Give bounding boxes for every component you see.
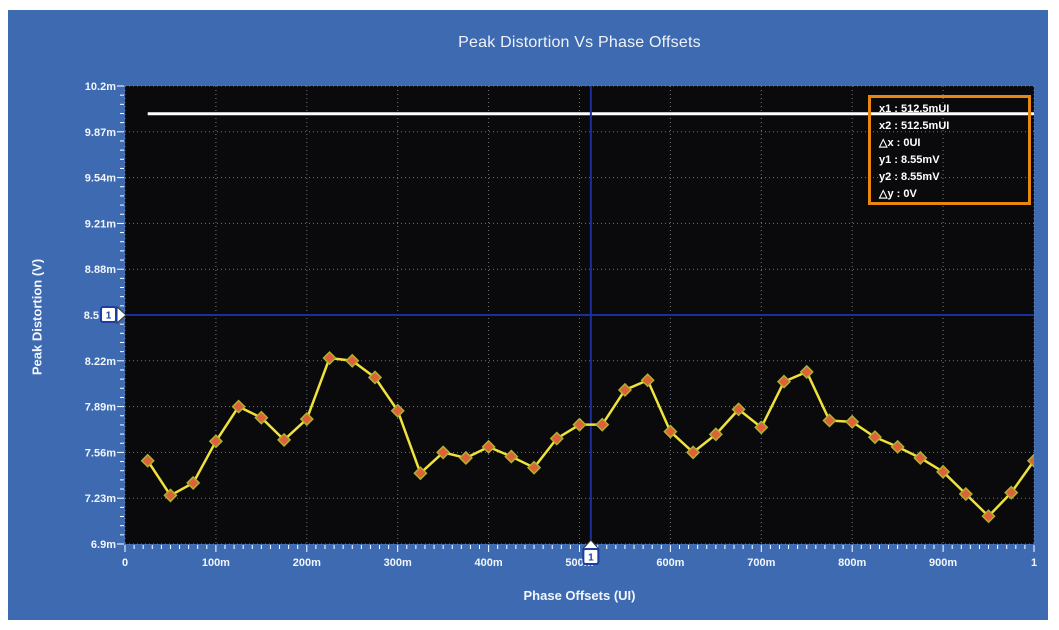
data-point-marker <box>663 424 678 439</box>
x-tick-label: 700m <box>747 557 775 569</box>
x-tick-label: 400m <box>475 557 503 569</box>
data-point-marker <box>822 413 837 428</box>
x-tick-label: 0 <box>122 557 128 569</box>
readout-y1: y1 : 8.55mV <box>879 154 940 166</box>
y-tick-label: 8.88m <box>85 264 116 276</box>
series-layer <box>140 350 1034 524</box>
data-point-marker <box>867 430 882 445</box>
data-point-marker <box>981 509 996 524</box>
y-tick-label: 6.9m <box>91 539 116 551</box>
data-point-marker <box>776 374 792 389</box>
series-line <box>146 356 1034 518</box>
y-tick-label: 7.89m <box>85 402 116 414</box>
data-point-marker <box>208 434 223 449</box>
data-point-marker <box>413 466 428 481</box>
data-point-marker <box>617 382 633 398</box>
data-point-marker <box>845 414 860 429</box>
cursor-markers-layer[interactable]: 11 <box>100 305 600 565</box>
x-tick-label: 800m <box>838 557 866 569</box>
data-point-marker <box>572 417 587 432</box>
y-tick-label: 7.56m <box>85 447 116 459</box>
data-point-marker <box>390 403 405 418</box>
y-tick-label: 9.87m <box>85 127 116 139</box>
axis-tick-labels: 0 100m 200m 300m 400m 500m 600m 700m 800m 900m 110… <box>84 81 1037 569</box>
y-cursor-marker-label: 1 <box>106 311 112 322</box>
data-point-marker <box>913 450 928 466</box>
data-point-marker <box>367 370 383 385</box>
x-cursor-marker-box[interactable] <box>582 548 600 565</box>
y-tick-label: 7.23m <box>85 493 116 505</box>
data-point-marker <box>1004 485 1019 500</box>
chart-title: Peak Distortion Vs Phase Offsets <box>458 34 701 51</box>
x-tick-label: 900m <box>929 557 957 569</box>
cursor-lines-layer[interactable] <box>125 86 1034 544</box>
data-point-marker <box>504 449 519 464</box>
x-tick-label: 100m <box>202 557 230 569</box>
y-tick-label: 9.54m <box>85 173 116 185</box>
x-tick-label: 1 <box>1031 557 1037 569</box>
readout-delta-y: △y : 0V <box>879 188 917 200</box>
data-point-marker <box>458 450 473 466</box>
data-point-marker <box>436 445 451 460</box>
x-axis-title: Phase Offsets (UI) <box>523 588 636 603</box>
x-tick-label: 600m <box>656 557 684 569</box>
data-point-marker <box>595 417 610 432</box>
data-point-marker <box>958 486 973 502</box>
y-cursor-arrow[interactable] <box>116 305 127 325</box>
readout-x1: x1 : 512.5mUI <box>879 103 950 115</box>
data-point-marker <box>322 350 337 366</box>
readout-delta-x: △x : 0UI <box>879 137 921 149</box>
data-point-marker <box>640 373 655 388</box>
x-cursor-marker-label: 1 <box>588 553 594 564</box>
data-point-marker <box>754 420 769 435</box>
data-point-marker <box>345 353 360 368</box>
data-point-marker <box>481 439 496 454</box>
data-point-marker <box>526 460 542 475</box>
data-point-marker <box>277 432 292 447</box>
data-point-marker <box>549 431 564 446</box>
data-point-marker <box>708 427 723 442</box>
data-point-marker <box>186 475 201 490</box>
data-point-marker <box>299 412 314 427</box>
data-point-marker <box>799 364 814 379</box>
data-point-marker <box>254 410 269 425</box>
y-tick-label: 10.2m <box>85 81 116 93</box>
data-point-marker <box>1026 453 1034 468</box>
x-tick-label: 300m <box>384 557 412 569</box>
cursor-readout-box[interactable]: x1 : 512.5mUI x2 : 512.5mUI △x : 0UI y1 … <box>868 95 1031 205</box>
data-point-marker <box>163 488 178 503</box>
data-point-marker <box>686 445 701 460</box>
y-tick-label: 8.22m <box>85 356 116 368</box>
data-point-marker <box>936 464 951 479</box>
x-tick-label: 200m <box>293 557 321 569</box>
data-point-marker <box>140 453 155 468</box>
data-point-marker <box>731 402 746 417</box>
axis-ticks <box>117 85 1035 552</box>
y-tick-label: 8.5 <box>84 310 99 322</box>
y-cursor-marker-box[interactable] <box>100 306 117 323</box>
y-axis-title: Peak Distortion (V) <box>29 258 45 376</box>
readout-x2: x2 : 512.5mUI <box>879 120 950 132</box>
data-point-marker <box>890 439 905 454</box>
y-tick-label: 9.21m <box>85 218 116 230</box>
readout-y2: y2 : 8.55mV <box>879 171 940 183</box>
data-point-marker <box>231 399 246 414</box>
